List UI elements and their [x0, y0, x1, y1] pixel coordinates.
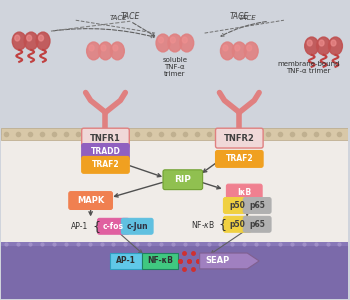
Text: p50: p50: [229, 201, 245, 210]
FancyBboxPatch shape: [243, 198, 271, 213]
Text: AP-1: AP-1: [71, 222, 89, 231]
Ellipse shape: [317, 37, 330, 55]
FancyBboxPatch shape: [98, 218, 129, 234]
Ellipse shape: [87, 42, 100, 60]
Ellipse shape: [15, 35, 20, 41]
Ellipse shape: [12, 32, 26, 50]
Text: membrane-bound
TNF-α trimer: membrane-bound TNF-α trimer: [278, 61, 340, 74]
Ellipse shape: [223, 45, 228, 51]
FancyBboxPatch shape: [216, 151, 263, 167]
FancyBboxPatch shape: [82, 128, 129, 148]
Text: TNFR1: TNFR1: [90, 134, 121, 142]
FancyBboxPatch shape: [216, 128, 263, 148]
Text: TACE: TACE: [110, 15, 127, 21]
Text: TACE: TACE: [238, 15, 256, 21]
Text: TRAF2: TRAF2: [92, 160, 119, 169]
Text: TACE: TACE: [121, 12, 140, 21]
FancyBboxPatch shape: [1, 135, 348, 244]
FancyBboxPatch shape: [82, 156, 129, 173]
FancyBboxPatch shape: [111, 253, 142, 269]
Text: RIP: RIP: [174, 175, 191, 184]
Ellipse shape: [111, 42, 124, 60]
Text: MAPK: MAPK: [77, 196, 104, 205]
Ellipse shape: [329, 37, 342, 55]
FancyBboxPatch shape: [223, 216, 251, 232]
Ellipse shape: [113, 45, 118, 51]
Text: TACE: TACE: [230, 12, 249, 21]
Text: c-fos: c-fos: [103, 222, 124, 231]
Ellipse shape: [305, 37, 319, 55]
Ellipse shape: [232, 42, 246, 60]
Ellipse shape: [156, 34, 170, 52]
Text: TRADD: TRADD: [91, 148, 120, 157]
Text: c-Jun: c-Jun: [126, 222, 148, 231]
Ellipse shape: [319, 40, 324, 46]
Text: {: {: [215, 218, 226, 231]
Ellipse shape: [99, 42, 112, 60]
Text: IκB: IκB: [237, 188, 251, 197]
FancyBboxPatch shape: [1, 242, 348, 246]
Ellipse shape: [182, 37, 187, 43]
Ellipse shape: [247, 45, 252, 51]
FancyBboxPatch shape: [1, 2, 348, 135]
Text: soluble
TNF-α
trimer: soluble TNF-α trimer: [162, 57, 187, 77]
FancyBboxPatch shape: [69, 192, 112, 209]
Text: NF-κB: NF-κB: [147, 256, 173, 266]
FancyBboxPatch shape: [226, 184, 262, 201]
Ellipse shape: [101, 45, 106, 51]
Text: TNFR2: TNFR2: [224, 134, 255, 142]
Ellipse shape: [244, 42, 258, 60]
Text: p65: p65: [249, 201, 265, 210]
Text: {: {: [89, 220, 101, 233]
FancyBboxPatch shape: [82, 144, 129, 160]
Ellipse shape: [307, 40, 312, 46]
Ellipse shape: [168, 34, 182, 52]
Text: SEAP: SEAP: [205, 256, 230, 266]
FancyBboxPatch shape: [121, 218, 153, 234]
FancyBboxPatch shape: [1, 244, 348, 298]
Ellipse shape: [89, 45, 94, 51]
Ellipse shape: [38, 35, 43, 41]
Ellipse shape: [36, 32, 50, 50]
Ellipse shape: [24, 32, 38, 50]
Text: p65: p65: [249, 220, 265, 229]
FancyBboxPatch shape: [243, 216, 271, 232]
Ellipse shape: [27, 35, 31, 41]
FancyBboxPatch shape: [223, 198, 251, 213]
FancyBboxPatch shape: [163, 170, 203, 190]
FancyBboxPatch shape: [142, 253, 178, 269]
FancyArrow shape: [199, 253, 259, 269]
Text: NF-$\kappa$B: NF-$\kappa$B: [191, 219, 215, 230]
Ellipse shape: [220, 42, 234, 60]
Ellipse shape: [159, 37, 163, 43]
Text: p50: p50: [229, 220, 245, 229]
Text: AP-1: AP-1: [116, 256, 136, 266]
Ellipse shape: [235, 45, 240, 51]
Text: TRAF2: TRAF2: [225, 154, 253, 164]
Ellipse shape: [170, 37, 175, 43]
FancyBboxPatch shape: [1, 128, 348, 140]
Ellipse shape: [180, 34, 194, 52]
Ellipse shape: [331, 40, 336, 46]
